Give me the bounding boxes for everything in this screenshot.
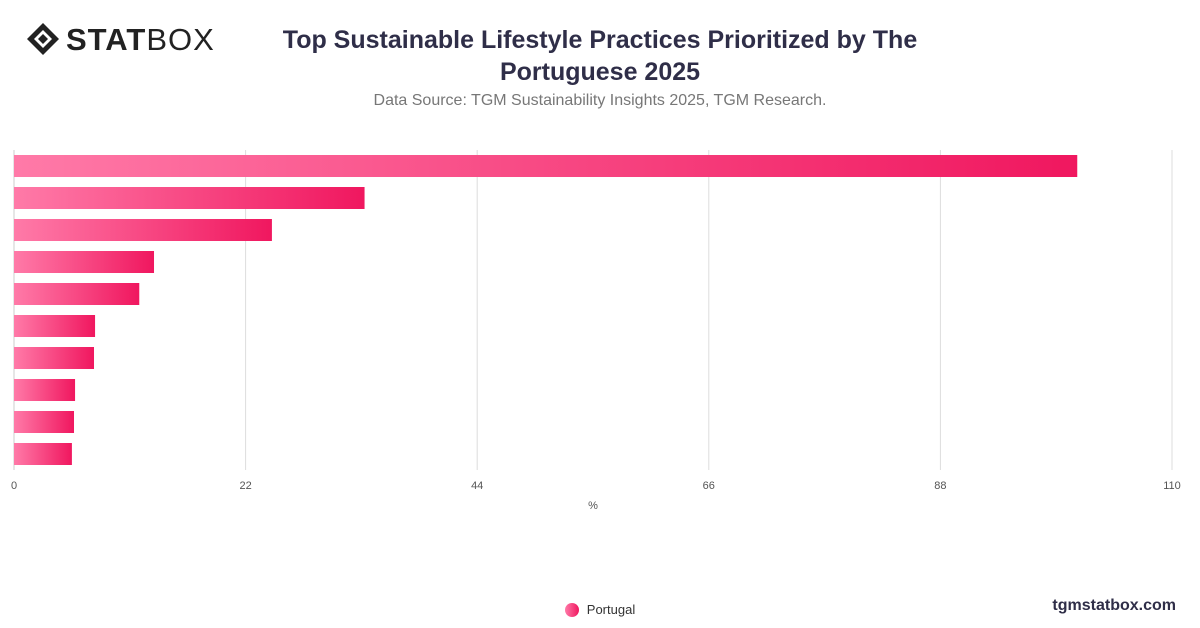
chart-title-line1: Top Sustainable Lifestyle Practices Prio… xyxy=(282,26,918,54)
bars xyxy=(14,155,1078,465)
legend[interactable]: Portugal xyxy=(0,602,1200,617)
logo-text-bold: STAT xyxy=(66,21,147,57)
logo-text: STATBOX xyxy=(66,24,215,55)
x-tick-label: 22 xyxy=(239,480,251,492)
chart-subtitle: Data Source: TGM Sustainability Insights… xyxy=(373,92,827,109)
chart-title: Top Sustainable Lifestyle Practices Prio… xyxy=(240,24,960,88)
x-tick-label: 88 xyxy=(934,480,946,492)
x-tick-label: 110 xyxy=(1163,480,1181,492)
x-tick-label: 44 xyxy=(471,480,483,492)
x-axis-title: % xyxy=(588,500,598,512)
x-tick-label: 0 xyxy=(11,480,17,492)
bar[interactable] xyxy=(14,347,95,369)
bar[interactable] xyxy=(14,379,76,401)
x-tick-label: 66 xyxy=(703,480,715,492)
chart-title-line2: Portuguese 2025 xyxy=(499,58,701,86)
statbox-logo: STATBOX xyxy=(26,22,215,56)
statbox-diamond-icon xyxy=(27,23,59,55)
bar[interactable] xyxy=(14,411,75,433)
bar[interactable] xyxy=(14,155,1078,177)
watermark: tgmstatbox.com xyxy=(1052,597,1176,614)
legend-swatch xyxy=(564,602,579,617)
bar[interactable] xyxy=(14,219,272,241)
grid-lines xyxy=(13,150,1173,470)
bar[interactable] xyxy=(14,251,155,273)
bar[interactable] xyxy=(14,443,72,465)
bar[interactable] xyxy=(14,315,96,337)
x-axis-ticks: 0 22 44 66 88 110 xyxy=(11,480,1181,492)
legend-label: Portugal xyxy=(586,602,636,617)
bar[interactable] xyxy=(14,283,140,305)
logo-text-light: BOX xyxy=(146,21,215,57)
bar[interactable] xyxy=(14,187,365,209)
